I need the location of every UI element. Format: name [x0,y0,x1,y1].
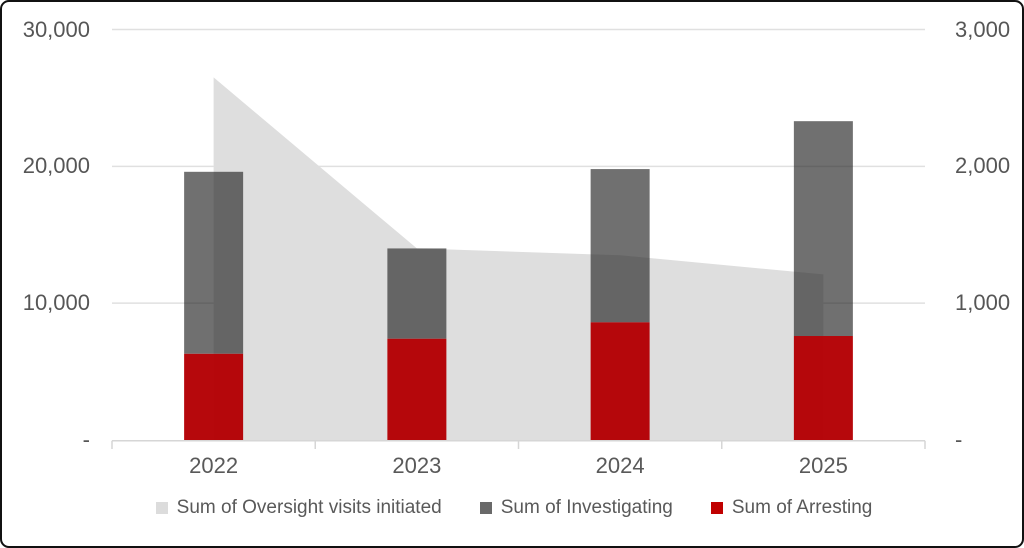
y-right-tick-label: - [955,427,963,452]
legend-item: Sum of Oversight visits initiated [155,497,442,519]
x-axis-label-2022: 2022 [189,453,239,478]
legend-swatch [155,502,168,514]
y-right-tick-label: 1,000 [955,290,1011,316]
x-axis-label-2024: 2024 [595,453,645,478]
legend-label: Sum of Arresting [731,497,873,518]
bar-segment-investigating-2022 [184,171,244,354]
x-axis-line-and-ticks [111,440,926,449]
y-left-tick-label: - [82,427,90,452]
legend-item: Sum of Investigating [479,497,673,519]
legend-item: Sum of Arresting [710,497,873,519]
bar-segment-arresting-2023 [387,338,447,440]
stacked-bar-series [184,121,853,440]
bar-segment-investigating-2024 [590,169,650,323]
x-axis-label-2025: 2025 [798,453,848,478]
area-polygon [213,77,824,441]
bar-segment-arresting-2025 [793,336,853,440]
legend-swatch [479,502,492,514]
legend-swatch [710,502,723,514]
bar-segment-arresting-2024 [590,322,650,440]
y-left-tick-label: 20,000 [22,153,90,179]
bar-segment-investigating-2025 [793,121,853,337]
bar-segment-investigating-2023 [387,248,447,339]
y-right-tick-label: 2,000 [955,153,1011,179]
legend-label: Sum of Investigating [500,497,673,518]
y-left-tick-label: 30,000 [22,16,90,42]
legend-label: Sum of Oversight visits initiated [176,497,442,518]
y-right-tick-label: 3,000 [955,16,1011,42]
area-series-oversight-visits [213,77,824,441]
chart-legend: Sum of Oversight visits initiated Sum of … [2,497,1022,519]
x-axis-label-2023: 2023 [392,453,442,478]
y-left-tick-label: 10,000 [22,290,90,316]
bar-segment-arresting-2022 [184,353,244,440]
